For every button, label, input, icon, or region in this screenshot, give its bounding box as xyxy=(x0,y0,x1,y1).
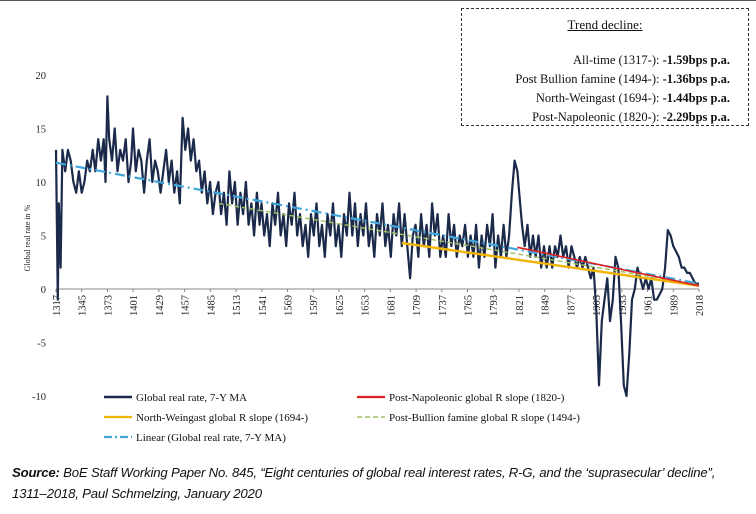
x-tick-label: 1653 xyxy=(361,295,372,316)
series-line-0 xyxy=(54,95,699,398)
x-tick-label: 1709 xyxy=(412,295,423,316)
x-tick-label: 1541 xyxy=(258,295,269,316)
trend-decline-box: Trend decline: All-time (1317-): -1.59bp… xyxy=(461,8,749,126)
trend-row-label: Post Bullion famine (1494-): xyxy=(515,72,660,86)
y-tick-label: 0 xyxy=(41,285,46,296)
source-note: Source: BoE Staff Working Paper No. 845,… xyxy=(12,462,742,504)
x-tick-label: 1429 xyxy=(155,295,166,316)
x-tick-label: 1989 xyxy=(669,295,680,316)
series-line-2 xyxy=(401,241,700,287)
series-line-3 xyxy=(517,246,700,287)
trend-row-value: -1.36bps p.a. xyxy=(662,72,730,86)
x-tick-label: 1317 xyxy=(52,295,63,316)
legend-label: Global real rate, 7-Y MA xyxy=(136,392,247,404)
y-tick-label: 10 xyxy=(36,178,47,189)
trend-box-title: Trend decline: xyxy=(567,17,643,32)
real-rate-chart: 20 15 10 5 0 -5 -10 1317 1345 1373 1401 1429 1457 14… xyxy=(23,71,706,444)
x-tick-label: 1569 xyxy=(283,295,294,316)
legend-label: Post-Bullion famine global R slope (1494… xyxy=(389,412,580,424)
trend-row-value: -2.29bps p.a. xyxy=(662,110,730,124)
x-tick-label: 1765 xyxy=(464,295,475,316)
x-tick-label: 1457 xyxy=(181,295,192,316)
legend-label: North-Weingast global R slope (1694-) xyxy=(136,412,308,424)
source-label: Source: xyxy=(12,465,60,480)
x-tick-label: 1681 xyxy=(386,295,397,316)
series-line-4 xyxy=(218,202,700,286)
trend-row-all-time: All-time (1317-): -1.59bps p.a. xyxy=(462,51,730,70)
trend-row-label: All-time (1317-): xyxy=(573,53,660,67)
x-tick-label: 1345 xyxy=(78,295,89,316)
x-tick-label: 1849 xyxy=(541,295,552,316)
x-tick-label: 2018 xyxy=(695,295,706,316)
x-tick-label: 1905 xyxy=(592,295,603,316)
x-tick-label: 1821 xyxy=(515,295,526,316)
x-tick-label: 1933 xyxy=(618,295,629,316)
x-tick-label: 1485 xyxy=(206,295,217,316)
y-tick-label: 15 xyxy=(36,125,47,136)
x-tick-label: 1793 xyxy=(489,295,500,316)
x-tick-label: 1401 xyxy=(129,295,140,316)
legend-label: Linear (Global real rate, 7-Y MA) xyxy=(136,432,286,444)
x-tick-label: 1597 xyxy=(309,295,320,316)
x-tick-label: 1877 xyxy=(566,295,577,316)
trend-row-post-bullion: Post Bullion famine (1494-): -1.36bps p.… xyxy=(462,70,730,89)
trend-row-label: Post-Napoleonic (1820-): xyxy=(532,110,660,124)
x-tick-label: 1625 xyxy=(335,295,346,316)
trend-row-value: -1.59bps p.a. xyxy=(662,53,730,67)
top-border-line xyxy=(0,0,756,1)
trend-row-value: -1.44bps p.a. xyxy=(662,91,730,105)
chart-legend: Global real rate, 7-Y MA Post-Napoleonic … xyxy=(104,392,580,444)
y-tick-label: -10 xyxy=(32,392,46,403)
series-layer xyxy=(54,95,700,398)
y-tick-label: 5 xyxy=(41,232,46,243)
x-tick-label: 1737 xyxy=(438,295,449,316)
trend-row-north-weingast: North-Weingast (1694-): -1.44bps p.a. xyxy=(462,89,730,108)
y-axis-label: Global real rate in % xyxy=(23,204,32,271)
y-axis-ticks: 20 15 10 5 0 -5 -10 xyxy=(32,71,46,403)
trend-row-post-napoleonic: Post-Napoleonic (1820-): -2.29bps p.a. xyxy=(462,108,730,127)
x-axis-ticks: 1317 1345 1373 1401 1429 1457 1485 1513 1541 1569… xyxy=(52,289,706,316)
legend-label: Post-Napoleonic global R slope (1820-) xyxy=(389,392,565,404)
x-tick-label: 1513 xyxy=(232,295,243,316)
x-tick-label: 1961 xyxy=(644,295,655,316)
y-tick-label: -5 xyxy=(37,339,46,350)
y-tick-label: 20 xyxy=(36,71,47,82)
x-tick-label: 1373 xyxy=(103,295,114,316)
source-text: BoE Staff Working Paper No. 845, “Eight … xyxy=(12,465,716,501)
trend-row-label: North-Weingast (1694-): xyxy=(535,91,660,105)
